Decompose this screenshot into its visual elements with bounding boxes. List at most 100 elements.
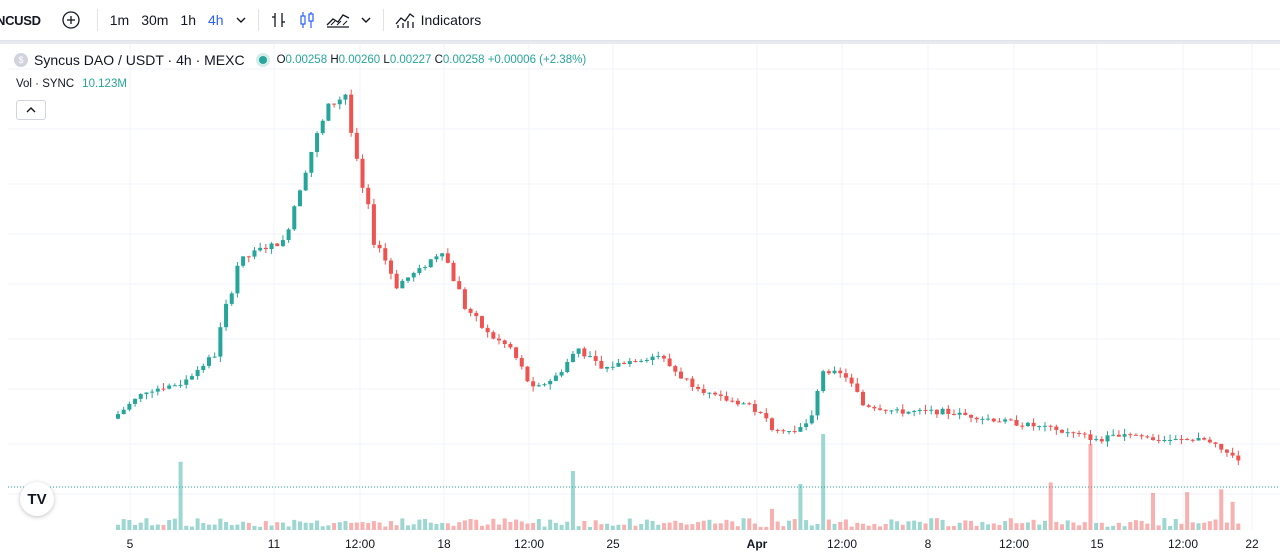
candle-body xyxy=(1162,439,1167,441)
volume-bar xyxy=(1060,524,1065,530)
volume-bar xyxy=(980,522,985,530)
volume-bar xyxy=(917,521,922,530)
time-axis-label: 12:00 xyxy=(999,537,1029,551)
volume-bar xyxy=(1008,518,1013,530)
candle-body xyxy=(485,327,490,333)
price-chart[interactable]: 5 11 12:00 18 12:00 25 Apr 12:00 8 12:00 15 12:00 22 xyxy=(0,44,1280,555)
candle-body xyxy=(929,409,934,411)
candle-body xyxy=(878,408,883,410)
candle-body xyxy=(610,366,615,368)
volume-bar xyxy=(559,524,564,530)
candle-body xyxy=(167,385,172,389)
candle-body xyxy=(599,360,604,369)
interval-dropdown-button[interactable] xyxy=(230,5,252,35)
indicators-button[interactable]: Indicators xyxy=(390,5,486,35)
candle-body xyxy=(1224,449,1229,453)
candle-body xyxy=(343,94,348,100)
candle-body xyxy=(866,405,871,407)
volume-bar xyxy=(263,521,268,530)
bar-style-button[interactable] xyxy=(265,5,293,35)
volume-bar xyxy=(394,525,399,530)
candle-body xyxy=(627,361,632,364)
candle-body xyxy=(1133,434,1138,436)
volume-bar xyxy=(360,522,365,530)
volume-bar xyxy=(690,524,695,530)
collapse-legend-button[interactable] xyxy=(16,100,46,120)
volume-bar xyxy=(878,526,883,530)
volume-bar xyxy=(929,518,934,530)
volume-bar xyxy=(679,522,683,530)
interval-4h-button[interactable]: 4h xyxy=(208,12,224,28)
candle-body xyxy=(1065,432,1070,434)
candle-body xyxy=(468,308,473,313)
tradingview-logo[interactable]: TV xyxy=(20,482,54,516)
volume-bar xyxy=(138,522,143,530)
volume-bar xyxy=(1042,520,1047,530)
symbol-search-button[interactable]: NCUSD xyxy=(0,12,41,28)
volume-bar xyxy=(133,524,138,530)
candle-body xyxy=(218,327,223,357)
compare-symbol-button[interactable] xyxy=(57,5,85,35)
volume-bar xyxy=(1190,522,1195,530)
candle-body xyxy=(1116,434,1121,437)
volume-bar xyxy=(1145,523,1150,530)
volume-bar xyxy=(235,524,240,530)
interval-1m-button[interactable]: 1m xyxy=(109,12,130,28)
candle-body xyxy=(337,99,342,105)
indicators-label: Indicators xyxy=(420,12,482,28)
candle-body xyxy=(582,348,587,357)
volume-bar xyxy=(252,525,257,530)
candle-body xyxy=(1077,432,1082,434)
volume-bar xyxy=(286,526,291,530)
volume-bar xyxy=(161,524,166,530)
change-value: +0.00006 (+2.38%) xyxy=(487,54,587,66)
candle-body xyxy=(775,429,780,431)
candle-body xyxy=(741,403,746,405)
chevron-down-icon xyxy=(236,17,246,23)
volume-bar xyxy=(883,524,888,530)
volume-bar xyxy=(525,523,530,530)
chart-pane[interactable] xyxy=(0,41,1280,558)
candle-body xyxy=(1037,426,1042,428)
candle-body xyxy=(1060,429,1065,433)
volume-bar xyxy=(195,518,200,530)
candle-body xyxy=(224,303,229,328)
volume-legend: Vol · SYNC 10.123M xyxy=(16,78,127,90)
market-status-icon[interactable] xyxy=(258,56,267,64)
volume-bar xyxy=(1207,521,1212,530)
candle-body xyxy=(593,356,598,361)
volume-bar xyxy=(1116,522,1121,530)
volume-bar xyxy=(309,522,314,530)
series-title[interactable]: Syncus DAO / USDT · 4h · MEXC xyxy=(34,52,245,68)
volume-bar xyxy=(639,524,644,530)
chart-type-dropdown-button[interactable] xyxy=(355,5,377,35)
area-style-button[interactable] xyxy=(321,5,355,35)
volume-bar xyxy=(1048,482,1053,530)
candle-body xyxy=(758,411,763,414)
volume-bar xyxy=(218,518,223,530)
time-axis-label: 18 xyxy=(437,537,451,551)
volume-bar xyxy=(553,522,558,530)
candle-body xyxy=(286,229,291,241)
volume-bar xyxy=(1230,501,1235,530)
candle-body xyxy=(570,353,575,363)
candle-body xyxy=(383,248,388,261)
volume-bar xyxy=(804,520,809,530)
interval-30m-button[interactable]: 30m xyxy=(141,12,169,28)
volume-bar xyxy=(212,524,217,530)
volume-label[interactable]: Vol · SYNC xyxy=(16,78,75,90)
volume-bar xyxy=(440,522,445,530)
volume-bar xyxy=(121,519,126,530)
volume-bar xyxy=(986,524,991,530)
candle-body xyxy=(826,371,831,374)
candle-body xyxy=(752,403,757,412)
candle-body xyxy=(479,316,484,328)
volume-bar xyxy=(1196,523,1201,530)
toolbar-divider xyxy=(257,9,259,31)
volume-bar xyxy=(1037,524,1042,530)
volume-bar xyxy=(900,524,905,530)
volume-bar xyxy=(696,522,701,530)
interval-1h-button[interactable]: 1h xyxy=(180,12,196,28)
candles-style-button[interactable] xyxy=(293,5,321,35)
volume-bar xyxy=(593,520,598,530)
